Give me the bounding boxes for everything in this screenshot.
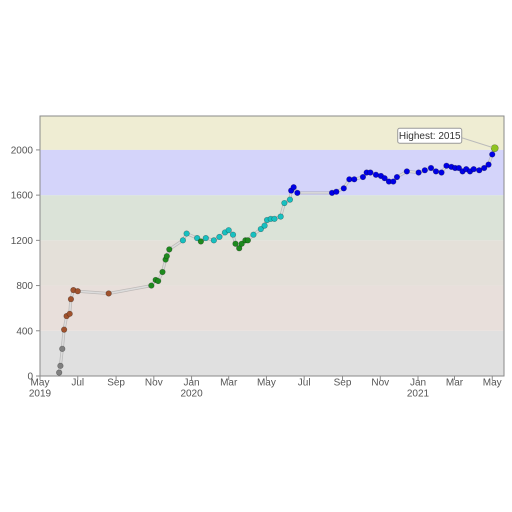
x-year-label: 2020 (180, 389, 203, 400)
data-point (56, 369, 63, 376)
data-point (427, 164, 435, 172)
data-point (148, 282, 155, 289)
data-point (163, 253, 170, 260)
x-tick-label: Sep (107, 378, 125, 389)
data-point (393, 173, 401, 181)
data-point (367, 169, 374, 176)
data-point (210, 237, 217, 244)
data-point (194, 234, 201, 242)
x-tick-label: Sep (334, 378, 352, 389)
callout-label: Highest: 2015 (399, 131, 461, 142)
data-point (470, 166, 477, 173)
data-point (489, 151, 496, 158)
data-point (216, 233, 223, 241)
data-point (359, 173, 367, 181)
data-point (476, 167, 483, 174)
x-tick-label: Mar (446, 378, 464, 389)
data-point (155, 277, 162, 285)
data-point (67, 296, 75, 303)
y-tick-label: 0 (27, 372, 33, 383)
data-point (438, 169, 445, 176)
value-band (40, 330, 504, 376)
y-axis: 0 400 800 1200 1600 2000 (11, 145, 40, 383)
data-point (421, 167, 428, 174)
data-point (340, 185, 347, 192)
data-point (166, 246, 173, 253)
data-point (372, 171, 380, 178)
data-point (286, 196, 294, 203)
highest-callout: Highest: 2015 (397, 127, 492, 148)
data-point (238, 240, 245, 247)
y-tick-label: 2000 (11, 145, 34, 156)
series-points (56, 144, 499, 376)
data-point (333, 188, 340, 195)
value-bands-overlay (40, 149, 504, 196)
x-tick-label: Jan (410, 378, 426, 389)
data-point (244, 237, 251, 244)
x-tick-label: May (31, 378, 50, 389)
data-point (257, 225, 264, 233)
data-point (202, 234, 209, 242)
y-tick-label: 1200 (11, 236, 34, 247)
data-point (105, 290, 112, 297)
plot-area-border (39, 115, 505, 377)
y-tick-label: 400 (16, 326, 33, 337)
y-tick-label: 1600 (11, 191, 34, 202)
y-tick-label: 800 (16, 281, 33, 292)
data-point (261, 222, 268, 229)
data-point (455, 164, 462, 172)
data-point (197, 238, 204, 245)
data-point (61, 326, 68, 333)
data-point (271, 215, 278, 222)
data-point (443, 162, 450, 169)
data-point (57, 362, 64, 369)
x-tick-label: Nov (371, 378, 389, 389)
data-point (390, 178, 397, 185)
x-year-label: 2019 (29, 389, 52, 400)
data-point (403, 168, 410, 175)
x-tick-label: Mar (220, 378, 238, 389)
data-point (381, 175, 388, 182)
data-point (250, 231, 257, 238)
data-point (415, 169, 422, 176)
callout-box (397, 127, 463, 144)
x-tick-label: Jul (71, 378, 84, 389)
data-point (277, 213, 284, 220)
x-tick-label: Jan (184, 378, 200, 389)
data-point (351, 176, 358, 183)
data-point (179, 237, 187, 244)
x-tick-label: May (483, 378, 502, 389)
data-point (432, 168, 440, 175)
data-point (59, 345, 66, 352)
data-point (183, 230, 190, 237)
data-point (485, 161, 492, 168)
x-tick-label: Jul (298, 378, 311, 389)
x-tick-label: May (257, 378, 276, 389)
x-year-label: 2021 (407, 389, 430, 400)
data-point (66, 310, 73, 317)
data-point (281, 199, 288, 207)
data-point (290, 184, 297, 191)
data-point (490, 144, 499, 153)
data-point (159, 268, 166, 276)
data-point (236, 245, 243, 252)
value-band (40, 240, 504, 286)
data-point (232, 240, 239, 247)
value-band-overlay (40, 149, 504, 196)
x-tick-label: Nov (145, 378, 163, 389)
data-point (229, 231, 237, 238)
callout-connector (461, 137, 492, 148)
data-point (294, 189, 301, 196)
data-point (74, 288, 81, 295)
data-point (225, 227, 232, 234)
data-point (481, 164, 488, 172)
